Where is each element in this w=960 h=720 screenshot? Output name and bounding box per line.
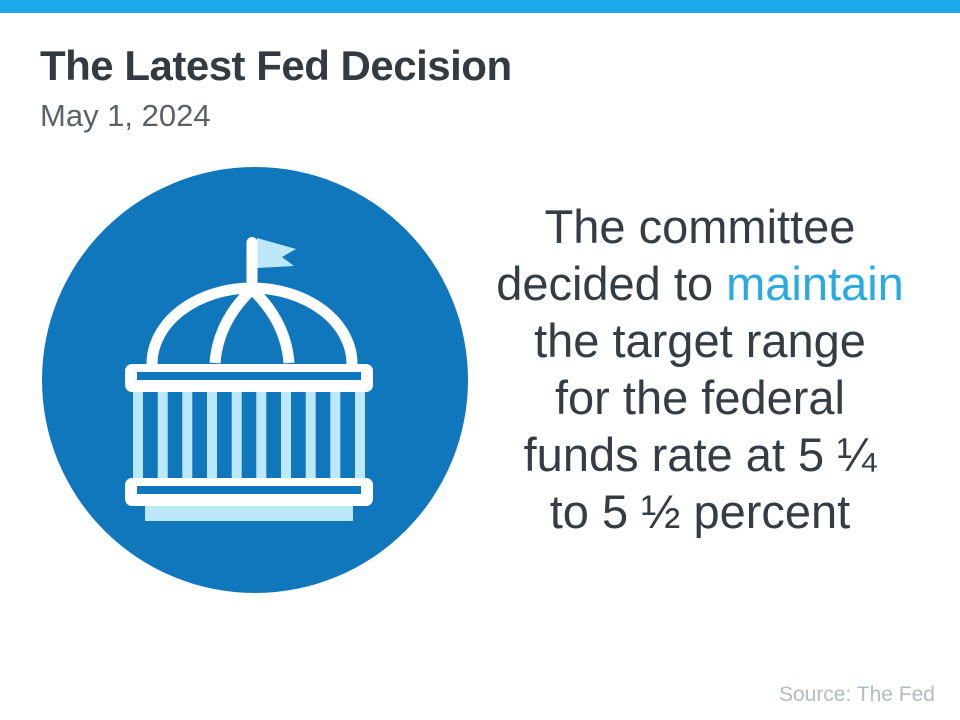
column-strip bbox=[330, 392, 341, 478]
colonnade bbox=[133, 392, 365, 478]
column-strip bbox=[305, 392, 316, 478]
fed-building-badge bbox=[42, 167, 468, 593]
column-strip bbox=[281, 392, 291, 478]
statement-text: for the federal bbox=[554, 371, 845, 424]
column-strip bbox=[157, 392, 168, 478]
dome-rib-right bbox=[248, 285, 295, 364]
entablature-stripe bbox=[137, 372, 361, 380]
column-strip bbox=[256, 392, 267, 478]
statement-text: funds rate at 5 ¼ bbox=[523, 428, 877, 481]
page-title: The Latest Fed Decision bbox=[40, 42, 512, 89]
statement-line: to 5 ½ percent bbox=[460, 483, 940, 540]
statement-text: to 5 ½ percent bbox=[549, 485, 851, 538]
source-attribution: Source: The Fed bbox=[778, 683, 935, 706]
base-shadow bbox=[145, 506, 353, 521]
highlighted-word: maintain bbox=[726, 257, 904, 310]
dome-outline bbox=[146, 282, 358, 365]
statement-line: funds rate at 5 ¼ bbox=[460, 426, 940, 483]
decision-statement: The committee decided to maintain the targ… bbox=[460, 198, 940, 540]
statement-text: decided to bbox=[496, 257, 727, 310]
column-strip bbox=[207, 392, 217, 478]
statement-line: The committee bbox=[460, 198, 940, 255]
slide-date: May 1, 2024 bbox=[40, 98, 211, 133]
column-strip bbox=[133, 392, 143, 478]
statement-text: the target range bbox=[534, 314, 866, 367]
statement-line: the target range bbox=[460, 312, 940, 369]
capitol-building-icon bbox=[42, 167, 468, 593]
column-strip bbox=[231, 392, 242, 478]
top-accent-bar bbox=[0, 0, 960, 13]
statement-text: The committee bbox=[544, 200, 856, 253]
flag-pole bbox=[246, 237, 258, 293]
flag-icon bbox=[257, 238, 296, 268]
base-stripe bbox=[137, 486, 361, 494]
statement-line: decided to maintain bbox=[460, 255, 940, 312]
column-strip bbox=[355, 392, 365, 478]
statement-line: for the federal bbox=[460, 369, 940, 426]
column-strip bbox=[182, 392, 193, 478]
